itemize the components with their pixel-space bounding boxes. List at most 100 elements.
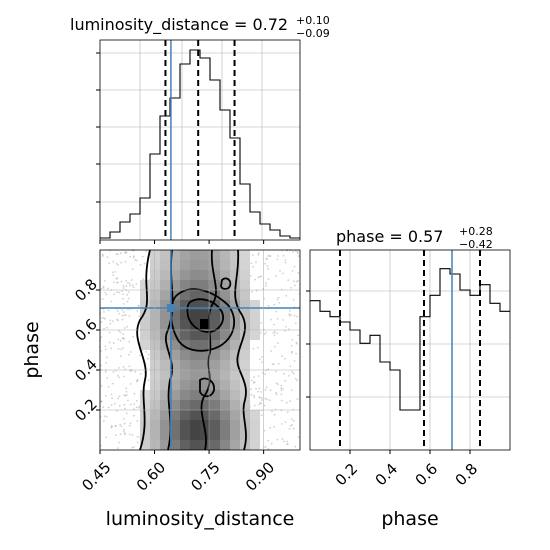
p2-sample-point bbox=[297, 255, 300, 257]
p2-sample-point bbox=[294, 284, 296, 287]
p1-bin-5 bbox=[150, 154, 160, 240]
p2-contour-1 bbox=[165, 249, 174, 451]
p2-density-cell bbox=[230, 390, 240, 400]
p2-sample-point bbox=[281, 438, 284, 440]
p2-sample-point bbox=[114, 425, 117, 428]
p2-sample-point bbox=[269, 389, 272, 392]
p2-density-cell bbox=[240, 300, 250, 310]
p2-density-cell bbox=[190, 400, 200, 410]
p2-sample-point bbox=[127, 291, 130, 293]
p2-sample-point bbox=[261, 361, 263, 363]
p2-sample-point bbox=[139, 354, 141, 357]
p2-density-cell bbox=[200, 270, 210, 280]
p2-density-cell bbox=[160, 420, 170, 430]
p2-density-cell bbox=[250, 410, 260, 420]
p2-sample-point bbox=[286, 440, 288, 443]
p2-sample-point bbox=[139, 373, 142, 375]
p2-sample-point bbox=[101, 253, 104, 256]
p2-density-cell bbox=[200, 330, 210, 340]
p2-density-cell bbox=[220, 370, 230, 380]
p2-sample-point bbox=[121, 318, 124, 321]
p2-density-cell bbox=[220, 250, 230, 260]
p2-sample-point bbox=[297, 436, 300, 438]
p2-density-cell bbox=[200, 410, 210, 420]
p2-density-cell bbox=[210, 440, 220, 450]
p2-density-cell bbox=[180, 410, 190, 420]
p2-sample-point bbox=[271, 363, 274, 365]
p2-sample-point bbox=[275, 310, 277, 313]
p2-density-cell bbox=[160, 430, 170, 440]
p2-density-cell bbox=[170, 430, 180, 440]
p2-sample-point bbox=[281, 423, 283, 425]
p2-sample-point bbox=[296, 315, 298, 318]
p2-sample-point bbox=[261, 356, 263, 358]
p2-density-cell bbox=[180, 420, 190, 430]
p2-sample-point bbox=[280, 387, 283, 390]
p2-sample-point bbox=[291, 270, 294, 272]
p2-sample-point bbox=[125, 314, 127, 316]
p2-sample-point bbox=[124, 260, 127, 263]
p2-sample-point bbox=[291, 339, 294, 341]
p2-density-cell bbox=[160, 250, 170, 260]
p2-sample-point bbox=[272, 331, 275, 334]
p2-density-cell bbox=[150, 250, 160, 260]
p2-density-cell bbox=[210, 350, 220, 360]
p2-density-cell bbox=[220, 340, 230, 350]
p2-sample-point bbox=[124, 432, 126, 435]
p2-sample-point bbox=[109, 322, 112, 325]
p2-sample-point bbox=[127, 353, 130, 356]
p2-density-cell bbox=[220, 420, 230, 430]
p2-density-cell bbox=[210, 340, 220, 350]
p2-density-cell bbox=[210, 370, 220, 380]
p2-density-cell bbox=[190, 350, 200, 360]
p2-density-cell bbox=[210, 260, 220, 270]
p2-sample-point bbox=[112, 382, 114, 385]
p2-sample-point bbox=[273, 303, 276, 306]
p2-sample-point bbox=[129, 284, 131, 287]
p2-density-cell bbox=[230, 310, 240, 320]
p2-density-cell bbox=[150, 420, 160, 430]
p2-density-cell bbox=[190, 290, 200, 300]
p2-sample-point bbox=[258, 387, 261, 390]
p3-bin-5 bbox=[360, 343, 370, 450]
p2-density-cell bbox=[150, 370, 160, 380]
p2-sample-point bbox=[132, 255, 135, 258]
p2-sample-point bbox=[263, 404, 266, 407]
p2-sample-point bbox=[127, 297, 130, 300]
p2-sample-point bbox=[108, 341, 111, 344]
p2-sample-point bbox=[282, 254, 285, 257]
p2-sample-point bbox=[137, 304, 140, 307]
p3-xtick-label-2: 0.6 bbox=[412, 460, 442, 490]
p2-sample-point bbox=[290, 345, 293, 347]
p2-sample-point bbox=[132, 256, 135, 259]
p2-density-cell bbox=[180, 250, 190, 260]
p2-sample-point bbox=[116, 310, 119, 312]
p2-density-cell bbox=[170, 380, 180, 390]
p2-density-cell bbox=[160, 330, 170, 340]
panel-luminosity-distance-histogram bbox=[96, 39, 301, 244]
p2-sample-point bbox=[100, 350, 102, 352]
p2-sample-point bbox=[264, 446, 267, 448]
p2-sample-point bbox=[292, 280, 295, 283]
p2-density-cell bbox=[170, 260, 180, 270]
p2-density-cell bbox=[220, 280, 230, 290]
p2-sample-point bbox=[257, 254, 260, 256]
p2-density-cell bbox=[150, 310, 160, 320]
p2-sample-point bbox=[268, 399, 271, 402]
p2-sample-point bbox=[118, 376, 121, 379]
p2-density-cell bbox=[240, 360, 250, 370]
p2-sample-point bbox=[264, 388, 267, 391]
p2-density-cell bbox=[200, 370, 210, 380]
p2-density-cell bbox=[210, 310, 220, 320]
p2-density-cell bbox=[230, 360, 240, 370]
p2-sample-point bbox=[124, 407, 126, 410]
p2-density-cell bbox=[180, 350, 190, 360]
p2-density-cell bbox=[190, 430, 200, 440]
p2-sample-point bbox=[294, 377, 297, 380]
p2-sample-point bbox=[289, 400, 291, 403]
p2-density-cell bbox=[140, 320, 150, 330]
p2-sample-point bbox=[125, 279, 127, 282]
p2-sample-point bbox=[114, 271, 117, 273]
p2-sample-point bbox=[143, 262, 146, 265]
